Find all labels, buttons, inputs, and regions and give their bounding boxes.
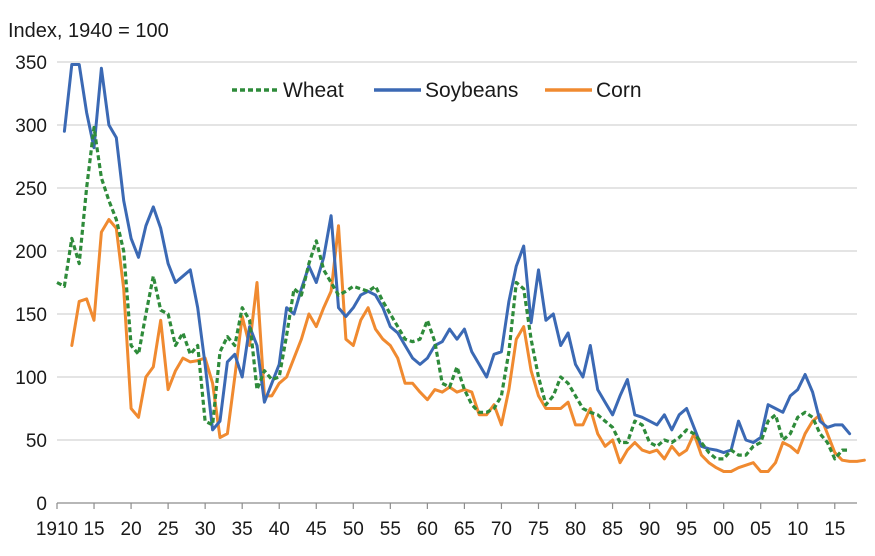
x-tick-label: 45 — [306, 519, 327, 540]
x-tick-label: 90 — [639, 519, 660, 540]
x-tick-label: 00 — [713, 519, 734, 540]
gridlines — [57, 61, 857, 504]
legend: Wheat Soybeans Corn — [232, 79, 642, 102]
x-tick-label: 1910 — [36, 519, 78, 540]
x-tick-label: 10 — [787, 519, 808, 540]
x-tick-label: 55 — [380, 519, 401, 540]
series-lines — [56, 63, 866, 473]
x-tick-label: 40 — [269, 519, 290, 540]
x-tick-label: 20 — [121, 519, 142, 540]
x-tick-label: 25 — [158, 519, 179, 540]
y-tick-label: 250 — [15, 179, 47, 200]
y-tick-label: 200 — [15, 242, 47, 263]
series-line-soybeans — [62, 63, 852, 455]
series-line-corn — [70, 218, 866, 473]
y-tick-label: 350 — [15, 53, 47, 74]
series-line-wheat — [56, 125, 850, 461]
x-tick-label: 15 — [824, 519, 845, 540]
x-tick-label: 70 — [491, 519, 512, 540]
x-axis-tick-labels: 1910 15 20 25 30 35 40 45 50 55 60 65 70 75 80 85 90 95 00… — [36, 503, 845, 540]
y-tick-label: 100 — [15, 368, 47, 389]
x-tick-label: 05 — [750, 519, 771, 540]
x-tick-label: 75 — [528, 519, 549, 540]
y-tick-label: 0 — [36, 494, 47, 515]
legend-label-soybeans: Soybeans — [425, 79, 518, 102]
x-tick-label: 95 — [676, 519, 697, 540]
y-tick-label: 300 — [15, 116, 47, 137]
y-tick-label: 150 — [15, 305, 47, 326]
legend-label-wheat: Wheat — [283, 79, 344, 102]
x-tick-label: 30 — [195, 519, 216, 540]
x-tick-label: 85 — [602, 519, 623, 540]
x-tick-label: 15 — [83, 519, 104, 540]
x-tick-label: 65 — [454, 519, 475, 540]
y-axis-tick-labels: 0 50 100 150 200 250 300 350 — [15, 53, 47, 515]
legend-label-corn: Corn — [596, 79, 642, 102]
x-tick-label: 50 — [343, 519, 364, 540]
x-tick-label: 35 — [232, 519, 253, 540]
x-tick-label: 60 — [417, 519, 438, 540]
y-tick-label: 50 — [26, 431, 47, 452]
y-axis-unit-label: Index, 1940 = 100 — [8, 20, 169, 42]
x-tick-label: 80 — [565, 519, 586, 540]
